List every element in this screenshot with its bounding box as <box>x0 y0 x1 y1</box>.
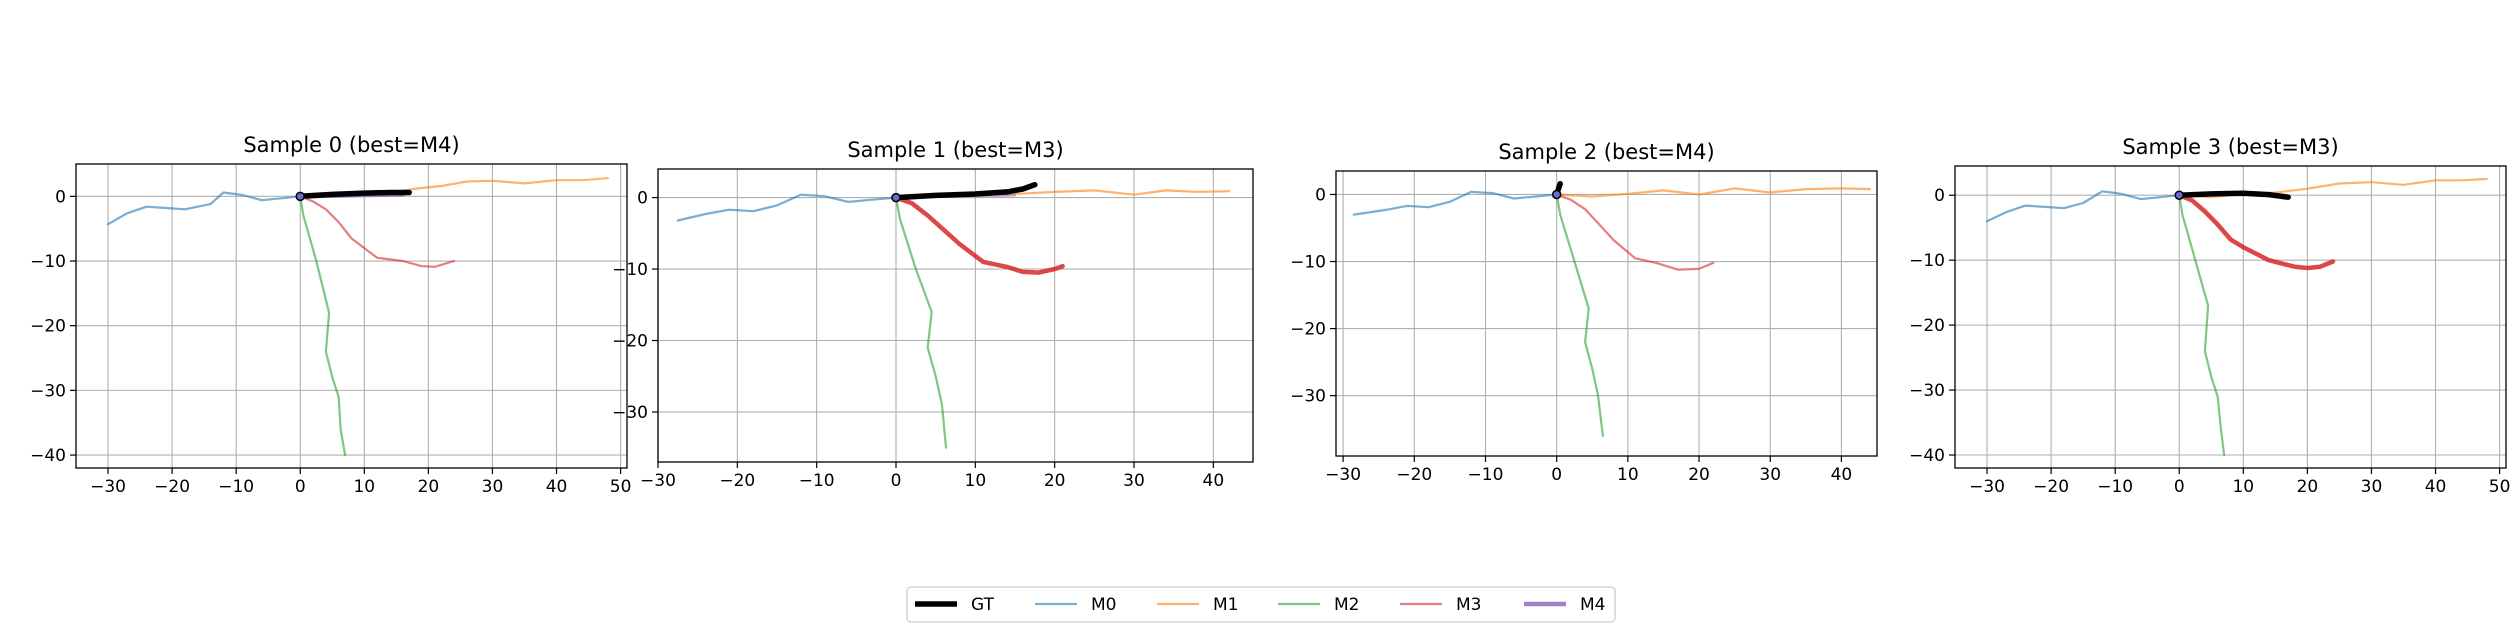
origin-marker <box>891 192 901 203</box>
y-tick-label: −10 <box>612 260 648 280</box>
legend-label-M1: M1 <box>1213 595 1238 615</box>
legend: GT M0 M1 M2 M3 M4 <box>906 586 1616 623</box>
x-tick-label: 30 <box>1759 465 1781 485</box>
series-group <box>106 177 609 457</box>
series-M0 <box>676 193 898 222</box>
x-tick-label: −10 <box>799 471 835 491</box>
x-tick-label: −10 <box>2097 477 2133 497</box>
series-M3 <box>2176 192 2336 271</box>
x-tick-label: −10 <box>1468 465 1504 485</box>
x-tick-label: 50 <box>2489 477 2511 497</box>
x-tick-label: 20 <box>1044 471 1066 491</box>
x-tick-label: 30 <box>2361 477 2383 497</box>
y-tick-label: 0 <box>637 189 648 209</box>
y-tick-label: −10 <box>30 252 66 272</box>
x-tick-label: 0 <box>295 477 306 497</box>
origin-marker <box>295 191 305 202</box>
x-tick-label: 10 <box>353 477 375 497</box>
panel-title: Sample 1 (best=M3) <box>847 138 1063 162</box>
x-tick-label: −10 <box>218 477 254 497</box>
series-GT <box>297 189 412 200</box>
y-tick-label: −30 <box>612 403 648 423</box>
x-tick-label: 30 <box>1123 471 1145 491</box>
panel-2: −30 −20 −10 0 10 20 30 40 0 −10 −20 −30 Sample 2 (be… <box>1290 140 1878 485</box>
x-tick-label: 0 <box>891 471 902 491</box>
y-tick-label: −20 <box>30 317 66 337</box>
series-M3 <box>1555 193 1715 271</box>
series-group <box>676 181 1231 449</box>
y-tick-label: −30 <box>1290 387 1326 407</box>
y-tick-label: 0 <box>1934 186 1945 206</box>
axes-frame <box>1335 170 1878 457</box>
series-M2 <box>299 195 347 457</box>
y-tick-label: −10 <box>1909 251 1945 271</box>
x-tick-label: 20 <box>418 477 440 497</box>
axes-frame <box>1954 165 2507 469</box>
legend-label-M2: M2 <box>1334 595 1359 615</box>
x-tick-label: −20 <box>154 477 190 497</box>
x-tick-label: 40 <box>1203 471 1225 491</box>
legend-label-M4: M4 <box>1580 595 1605 615</box>
x-tick-label: 10 <box>965 471 987 491</box>
x-tick-label: 20 <box>1688 465 1710 485</box>
series-M2 <box>1555 193 1605 437</box>
y-tick-label: −10 <box>1290 253 1326 273</box>
x-tick-label: 20 <box>2297 477 2319 497</box>
x-tick-label: −30 <box>640 471 676 491</box>
panel-title: Sample 2 (best=M4) <box>1498 140 1714 164</box>
x-tick-label: −30 <box>1969 477 2005 497</box>
y-tick-label: 0 <box>55 187 66 207</box>
panel-0: −30 −20 −10 0 10 20 30 40 50 0 −10 −20 −30 −40 Sample … <box>30 133 631 497</box>
panel-1: −30 −20 −10 0 10 20 30 40 0 −10 −20 −30 Sample 1 (be… <box>612 138 1254 491</box>
x-tick-label: −30 <box>1325 465 1361 485</box>
y-tick-label: −20 <box>1290 320 1326 340</box>
origin-marker <box>1551 189 1562 200</box>
x-tick-label: 50 <box>610 477 632 497</box>
series-group <box>1985 177 2488 457</box>
axes-frame <box>75 163 628 469</box>
x-tick-label: 30 <box>482 477 504 497</box>
x-tick-label: 40 <box>1831 465 1853 485</box>
legend-frame <box>906 586 1616 623</box>
series-M0 <box>106 191 302 226</box>
x-tick-label: −20 <box>719 471 755 491</box>
panel-3: −30 −20 −10 0 10 20 30 40 50 0 −10 −20 −30 −40 Sample … <box>1909 135 2510 497</box>
y-tick-label: −20 <box>1909 316 1945 336</box>
y-tick-label: −40 <box>1909 446 1945 466</box>
panels: −30 −20 −10 0 10 20 30 40 50 0 −10 −20 −30 −40 Sample … <box>30 133 2510 497</box>
y-tick-label: −20 <box>612 332 648 352</box>
series-GT <box>893 181 1038 201</box>
series-M2 <box>2178 194 2226 457</box>
y-tick-label: −30 <box>1909 381 1945 401</box>
x-tick-label: −20 <box>2033 477 2069 497</box>
series-M3 <box>893 195 1065 275</box>
series-M1 <box>1555 187 1872 198</box>
x-tick-label: 0 <box>1551 465 1562 485</box>
y-tick-label: 0 <box>1315 185 1326 205</box>
axes-frame <box>657 168 1254 463</box>
x-tick-label: 10 <box>1617 465 1639 485</box>
legend-label-M3: M3 <box>1456 595 1481 615</box>
x-tick-label: −20 <box>1396 465 1432 485</box>
y-tick-label: −40 <box>30 446 66 466</box>
x-tick-label: 10 <box>2232 477 2254 497</box>
y-tick-label: −30 <box>30 381 66 401</box>
series-GT <box>2176 190 2291 200</box>
panel-title: Sample 0 (best=M4) <box>243 133 459 157</box>
origin-marker <box>2174 190 2184 200</box>
series-M2 <box>894 196 948 449</box>
series-M0 <box>1985 190 2181 223</box>
x-tick-label: 40 <box>546 477 568 497</box>
panel-title: Sample 3 (best=M3) <box>2122 135 2338 159</box>
x-tick-label: −30 <box>90 477 126 497</box>
x-tick-label: 40 <box>2425 477 2447 497</box>
legend-label-GT: GT <box>971 595 995 615</box>
x-tick-label: 0 <box>2174 477 2185 497</box>
legend-label-M0: M0 <box>1091 595 1116 615</box>
series-M0 <box>1352 190 1558 216</box>
series-group <box>1352 180 1872 437</box>
series-M3 <box>299 195 456 268</box>
